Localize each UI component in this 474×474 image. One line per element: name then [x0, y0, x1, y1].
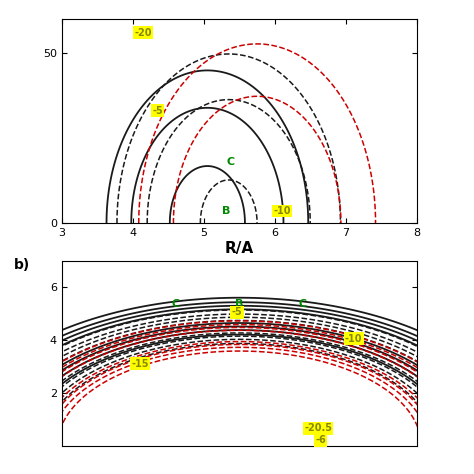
- Text: R/A: R/A: [225, 241, 254, 256]
- Text: C: C: [172, 299, 180, 309]
- Text: -10: -10: [273, 206, 291, 216]
- Text: -6: -6: [315, 435, 326, 445]
- Text: -20.5: -20.5: [304, 423, 332, 433]
- Text: b): b): [14, 258, 30, 273]
- Text: B: B: [222, 206, 231, 216]
- Text: -20: -20: [135, 27, 152, 37]
- Text: -15: -15: [132, 359, 149, 369]
- Text: B: B: [235, 299, 244, 309]
- Text: -10: -10: [345, 334, 363, 344]
- Text: C: C: [299, 299, 307, 309]
- Text: -5: -5: [152, 106, 163, 116]
- Text: C: C: [227, 156, 235, 167]
- Text: -5: -5: [231, 307, 242, 317]
